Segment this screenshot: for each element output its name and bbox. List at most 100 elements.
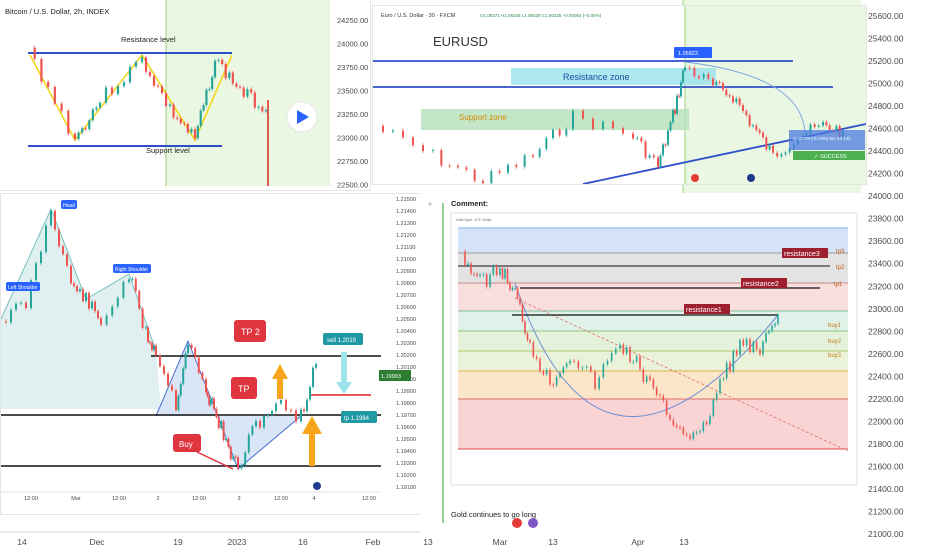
btc-candle	[168, 104, 172, 106]
hs-candle	[220, 421, 223, 429]
hs-candle	[229, 446, 232, 460]
main-x-tick: 2023	[228, 537, 247, 547]
gold-candle	[771, 326, 773, 332]
gold-candle	[467, 263, 469, 266]
eur-candle	[745, 110, 748, 116]
eur-candle	[768, 145, 771, 150]
eur-candle	[732, 96, 734, 103]
eur-candle	[657, 157, 659, 167]
hs-candle	[213, 398, 215, 409]
hs-candle	[315, 364, 317, 368]
main-y-tick: 22000.00	[868, 416, 904, 426]
hs-candle	[128, 279, 130, 282]
support-zone	[421, 109, 689, 130]
eur-candle	[432, 150, 434, 152]
eur-candle	[582, 110, 584, 119]
gold-candle	[535, 356, 538, 359]
hs-candle	[94, 301, 96, 312]
gold-candle	[594, 371, 596, 389]
btc-candle	[73, 133, 77, 140]
hs-candle	[280, 400, 282, 404]
buy-badge	[173, 434, 201, 452]
btc-candle	[186, 124, 189, 133]
tp2-label: TP 2	[241, 327, 260, 337]
gold-candle	[722, 378, 725, 380]
gold-candle	[719, 379, 721, 394]
btc-candle	[183, 123, 186, 125]
btc-candle	[88, 120, 91, 130]
eur-candle	[702, 74, 705, 79]
eur-candle	[672, 110, 674, 123]
eur-candle	[738, 98, 741, 106]
resistance-zone	[511, 68, 716, 85]
btc-chart-svg: Bitcoin / U.S. Dollar, 2h, INDEX 24250.0…	[5, 0, 368, 190]
btc-candle	[148, 71, 152, 77]
btc-candle	[84, 128, 87, 130]
resistance1-badge	[684, 304, 730, 314]
hs-candle	[209, 399, 212, 405]
gold-candle	[695, 432, 698, 434]
hs-y-tick: 1.20200	[396, 353, 416, 359]
eur-candle	[392, 130, 394, 132]
hs-candle	[88, 292, 90, 309]
main-y-tick: 23000.00	[868, 304, 904, 314]
hs-candle	[205, 378, 207, 393]
hs-candle	[309, 386, 311, 400]
eur-candle	[817, 125, 820, 127]
eur-candle	[676, 95, 678, 114]
hs-y-tick: 1.21500	[396, 197, 416, 203]
gold-candle	[501, 268, 504, 279]
main-x-tick: 13	[548, 537, 558, 547]
buy1-label: buy1	[828, 323, 842, 329]
hs-candle	[151, 342, 153, 350]
hs-candle	[50, 210, 52, 226]
gold-candle	[662, 395, 665, 401]
tp-label: TP	[238, 384, 250, 394]
hs-candle	[35, 263, 37, 281]
hs-x-tick: 12:00	[362, 496, 376, 502]
gold-candle	[725, 362, 728, 379]
gold-candle	[573, 360, 575, 362]
hs-candle	[244, 452, 247, 466]
hs-candle	[271, 410, 273, 415]
harmonic-pattern	[156, 341, 301, 469]
main-x-tick: Apr	[631, 537, 644, 547]
eur-candle	[752, 125, 754, 127]
btc-title: Bitcoin / U.S. Dollar, 2h, INDEX	[5, 7, 109, 16]
gold-candle	[565, 363, 568, 368]
play-icon	[297, 110, 309, 124]
btc-candle	[231, 72, 234, 84]
main-y-tick: 24000.00	[868, 191, 904, 201]
eur-candle	[698, 76, 700, 79]
eur-candle	[667, 130, 669, 145]
eur-candle	[693, 67, 696, 77]
eurusd-ohlc: O1.06371 H1.06348 L1.06029 C1.06325 +0.0…	[480, 13, 602, 18]
hs-candle	[79, 289, 81, 292]
hs-candle	[91, 301, 93, 309]
hs-x-tick: Mar	[71, 496, 81, 502]
hs-candle	[175, 390, 177, 411]
eur-candle	[636, 137, 639, 139]
hs-y-tick: 1.19300	[396, 461, 416, 467]
hs-x-tick: 12:00	[24, 496, 38, 502]
hs-candle	[167, 373, 169, 386]
eur-candle	[742, 105, 744, 111]
eur-candle	[722, 83, 724, 90]
btc-candle	[134, 62, 138, 67]
btc-candle	[196, 125, 199, 139]
eur-candle	[532, 155, 534, 157]
btc-candle	[104, 87, 108, 103]
eur-candle	[682, 70, 684, 83]
hs-candle	[171, 385, 173, 391]
gold-candle	[470, 263, 472, 274]
eur-candle	[707, 74, 710, 79]
tp1-label: tp1	[834, 282, 843, 288]
hs-x-tick: 4	[312, 496, 315, 502]
main-x-tick: 19	[173, 537, 183, 547]
gold-candle	[742, 339, 745, 346]
eur-candle	[490, 170, 493, 184]
eur-candle	[669, 122, 672, 131]
gold-candle	[489, 274, 491, 287]
gold-candle	[652, 379, 655, 389]
main-y-tick: 21000.00	[868, 529, 904, 539]
